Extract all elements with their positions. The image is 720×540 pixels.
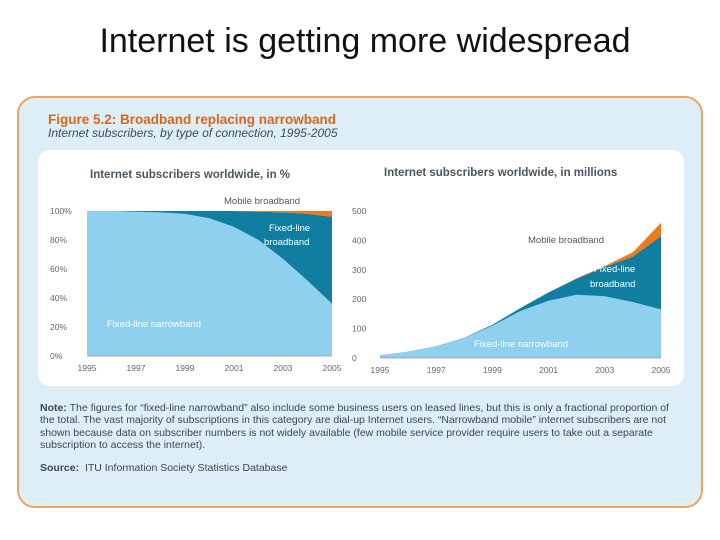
y-tick-label: 0%	[50, 351, 63, 361]
chart-percent-title: Internet subscribers worldwide, in %	[90, 169, 290, 181]
x-tick-label: 1995	[371, 365, 390, 375]
figure-subtitle: Internet subscribers, by type of connect…	[48, 126, 338, 140]
x-tick-label: 1997	[427, 365, 446, 375]
y-tick-label: 0	[352, 353, 357, 363]
y-tick-label: 400	[352, 235, 366, 245]
label-narrowband-percent: Fixed-line narrowband	[107, 319, 201, 330]
y-tick-label: 100%	[50, 206, 72, 216]
y-tick-label: 60%	[50, 264, 67, 274]
x-tick-label: 1995	[78, 363, 97, 373]
figure-source: Source: ITU Information Society Statisti…	[40, 462, 287, 474]
figure-note: Note: The figures for “fixed-line narrow…	[40, 402, 680, 452]
y-tick-label: 500	[352, 206, 366, 216]
x-tick-label: 2001	[225, 363, 244, 373]
x-tick-label: 1999	[483, 365, 502, 375]
area-narrowband-millions	[380, 294, 661, 358]
chart-millions-title: Internet subscribers worldwide, in milli…	[384, 167, 617, 179]
chart-millions: Internet subscribers worldwide, in milli…	[352, 167, 671, 375]
y-tick-label: 80%	[50, 235, 67, 245]
x-tick-label: 1997	[127, 363, 146, 373]
y-tick-label: 100	[352, 324, 366, 334]
source-label: Source:	[40, 462, 80, 474]
y-tick-label: 300	[352, 265, 366, 275]
area-fixed-broadband-millions	[380, 236, 661, 356]
x-tick-label: 2001	[539, 365, 558, 375]
y-tick-label: 40%	[50, 293, 67, 303]
x-tick-label: 2005	[652, 365, 671, 375]
x-tick-label: 2003	[595, 365, 614, 375]
area-narrowband-percent	[87, 211, 332, 356]
x-tick-label: 2003	[274, 363, 293, 373]
y-tick-label: 20%	[50, 322, 67, 332]
area-fixed-broadband-percent	[87, 211, 332, 304]
label-fixed-line-percent: Fixed-line	[269, 223, 310, 234]
label-mobile-millions: Mobile broadband	[528, 235, 604, 246]
label-fixed-line-millions: Fixed-line	[594, 264, 635, 275]
source-text: ITU Information Society Statistics Datab…	[84, 462, 288, 474]
label-broadband-percent: broadband	[264, 237, 309, 248]
x-tick-label: 1999	[176, 363, 195, 373]
note-label: Note:	[40, 402, 67, 414]
y-tick-label: 200	[352, 294, 366, 304]
x-tick-label: 2005	[323, 363, 342, 373]
slide-title: Internet is getting more widespread	[99, 22, 631, 60]
label-broadband-millions: broadband	[590, 279, 635, 290]
note-text: The figures for “fixed-line narrowband” …	[40, 402, 669, 452]
label-narrowband-millions: Fixed-line narrowband	[474, 339, 568, 350]
label-mobile-percent: Mobile broadband	[224, 196, 300, 207]
figure-title: Figure 5.2: Broadband replacing narrowba…	[48, 112, 337, 127]
area-mobile-broadband-percent	[87, 211, 332, 217]
chart-percent: Internet subscribers worldwide, in % 0% 2…	[50, 169, 342, 373]
